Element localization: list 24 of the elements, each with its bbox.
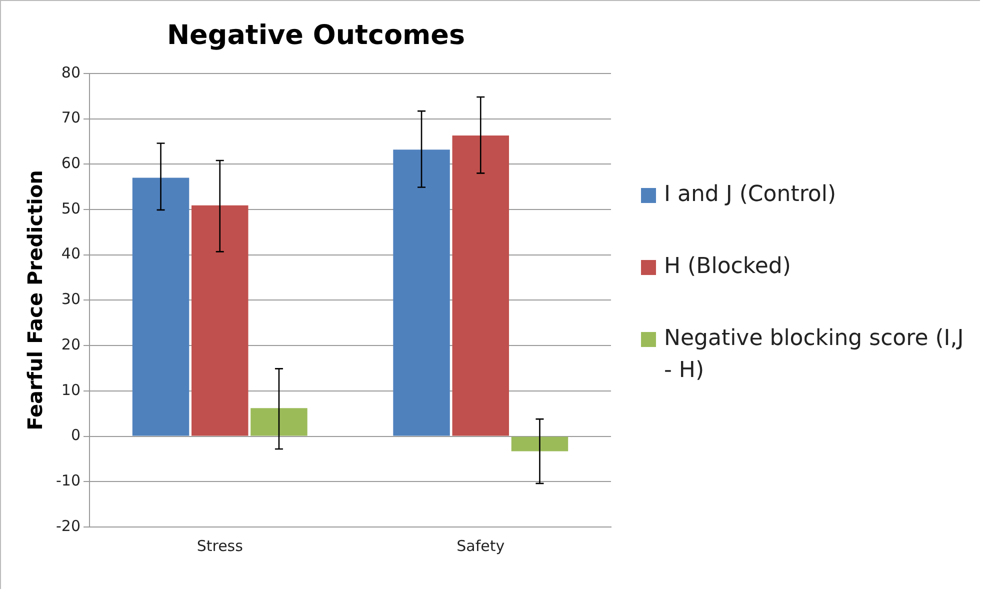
bar	[250, 408, 308, 436]
chart-title: Negative Outcomes	[166, 20, 466, 52]
x-tick-label: Stress	[196, 536, 244, 555]
y-tick-label: -10	[56, 472, 80, 490]
legend-label: Negative blocking score (I,J - H)	[664, 325, 965, 385]
y-axis-title: Fearful Face Prediction	[23, 170, 48, 430]
y-tick-label: 50	[61, 199, 80, 218]
bar	[452, 136, 509, 436]
y-tick-label: 30	[61, 290, 80, 308]
y-tick-label: 10	[61, 380, 80, 399]
bar	[132, 178, 190, 436]
y-tick-label: 80	[61, 63, 80, 82]
bar	[511, 436, 568, 452]
y-tick-label: 60	[61, 154, 80, 172]
x-tick-label: Safety	[456, 536, 505, 555]
bar	[192, 205, 248, 436]
y-tick-label: 70	[61, 108, 80, 127]
y-tick-label: 20	[61, 335, 80, 354]
legend-label: H (Blocked)	[664, 253, 791, 281]
y-tick-label: 40	[61, 244, 80, 263]
y-tick-label: -20	[56, 516, 80, 535]
legend-label: I and J (Control)	[664, 181, 836, 209]
y-tick-label: 0	[70, 426, 80, 444]
bar	[393, 150, 450, 436]
